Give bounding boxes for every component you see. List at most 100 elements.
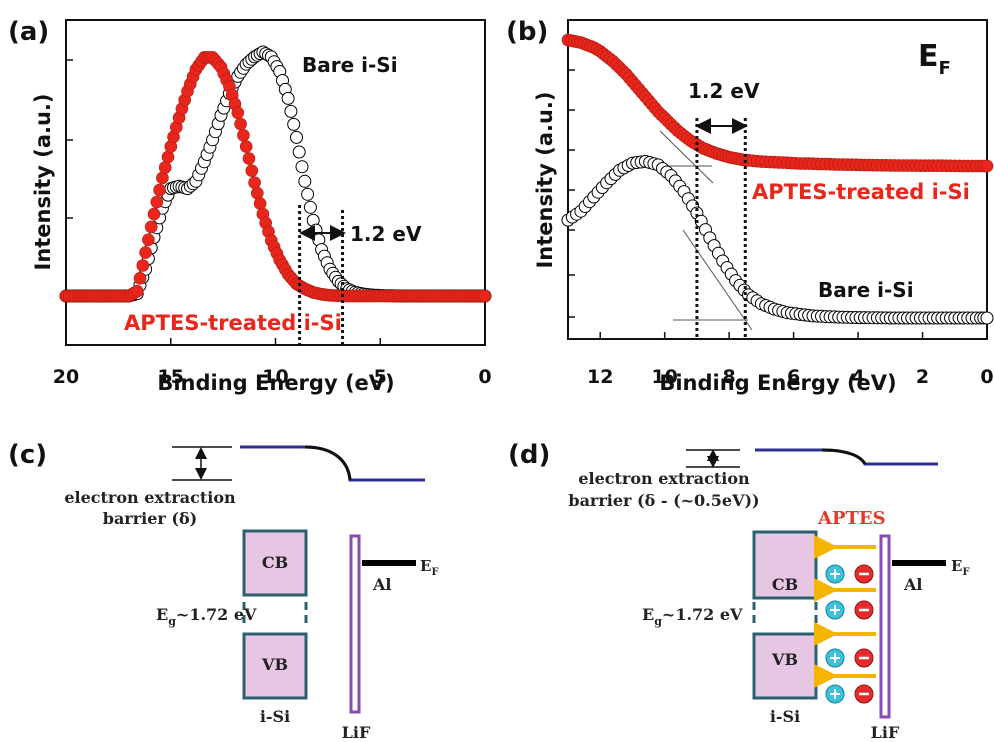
panel-b-ylabel: Intensity (a.u.): [533, 91, 557, 268]
panel-b-tangent-black: [682, 229, 753, 331]
x-tick-label: 0: [478, 366, 491, 388]
panel-c-band-bend: [304, 445, 352, 481]
x-tick-label: 12: [587, 366, 613, 388]
data-point: [250, 186, 264, 200]
data-point: [237, 129, 250, 142]
x-tick-label: 8: [723, 366, 736, 388]
panel-a-letter: (a): [8, 17, 49, 47]
data-point: [284, 104, 298, 118]
panel-d-band-bend: [821, 448, 867, 465]
panel-d-letter: (d): [508, 440, 550, 470]
data-point: [239, 140, 253, 153]
data-point: [245, 164, 259, 177]
panel-b-aptes-label: APTES-treated i-Si: [752, 180, 970, 204]
panel-b-bare-label: Bare i-Si: [818, 278, 914, 302]
panel-a-x-ticks: 20 15 10 5 0: [53, 338, 492, 388]
panel-d-al-label: Al: [903, 575, 923, 594]
panel-b-chart: 12 10 8 6 4 2 0 1.2 eV EF APTES-treated i-Si B…: [533, 19, 994, 395]
data-point: [153, 183, 166, 197]
panel-d-aptes-label: APTES: [817, 508, 886, 529]
panel-a-gap-label: 1.2 eV: [350, 222, 422, 246]
panel-d-lif-label: LiF: [871, 723, 900, 742]
data-point: [139, 246, 152, 259]
panel-d-lif-layer: [879, 534, 891, 719]
data-point: [980, 311, 994, 325]
series-aptes-treated-i-si: [59, 51, 492, 303]
panel-d-charges: [825, 564, 874, 704]
panel-d-dipole-arrows: [814, 535, 876, 688]
data-point: [133, 271, 147, 285]
data-point: [298, 174, 312, 188]
panel-a-series: [59, 45, 492, 303]
panel-c-barrier-text-1: electron extraction: [64, 488, 236, 507]
data-point: [150, 195, 164, 209]
data-point: [295, 160, 309, 174]
panel-a-y-ticks: [66, 59, 73, 219]
panel-b-frame: [567, 19, 988, 340]
data-point: [147, 207, 161, 221]
data-point: [130, 284, 144, 298]
panel-b-series: [561, 33, 994, 325]
data-point: [161, 150, 175, 164]
panel-c-ef-label: EF: [420, 557, 439, 578]
panel-c-diagram: (c) electron extraction barrier (δ) CB V…: [8, 440, 439, 742]
panel-c-vb-label: VB: [261, 655, 288, 674]
panel-d-eg-label: Eg~1.72 eV: [642, 605, 743, 628]
x-tick-label: 2: [916, 366, 929, 388]
panel-a-chart: 20 15 10 5 0 1.2 eV Bare i-Si APTES-treated …: [31, 19, 492, 395]
panel-b-y-ticks: [568, 69, 575, 318]
data-point: [231, 106, 245, 120]
series-bare-i-si: [561, 154, 994, 325]
x-tick-label: 5: [374, 366, 387, 388]
panel-c-isi-label: i-Si: [260, 707, 290, 726]
panel-d-vb-label: VB: [771, 650, 798, 669]
x-tick-label: 10: [262, 366, 288, 388]
panel-a-aptes-label: APTES-treated i-Si: [124, 311, 342, 335]
panel-d-barrier-text-2: barrier (δ - (~0.5eV)): [568, 491, 759, 510]
data-point: [253, 197, 267, 210]
x-tick-label: 0: [980, 366, 993, 388]
panel-b-tangent-red: [659, 130, 714, 184]
data-point: [136, 259, 150, 272]
panel-c-lif-layer: [349, 534, 361, 714]
panel-d-ef-label: EF: [951, 557, 970, 578]
data-point: [478, 289, 492, 303]
data-point: [234, 117, 247, 131]
panel-b-x-ticks: 12 10 8 6 4 2 0: [587, 332, 994, 388]
data-point: [248, 176, 261, 189]
data-point: [287, 117, 301, 131]
x-tick-label: 15: [158, 366, 184, 388]
panel-b-xlabel: Binding Energy (eV): [659, 371, 896, 395]
panel-a-bare-label: Bare i-Si: [302, 53, 398, 77]
panel-b-gap-label: 1.2 eV: [688, 79, 760, 103]
data-point: [242, 152, 256, 165]
data-point: [158, 161, 172, 174]
series-aptes-treated-i-si: [561, 33, 994, 173]
panel-d-cb-box: [752, 530, 818, 600]
x-tick-label: 10: [651, 366, 677, 388]
data-point: [980, 159, 994, 173]
panel-a-ylabel: Intensity (a.u.): [31, 93, 55, 270]
data-point: [156, 171, 169, 185]
panel-c-al-label: Al: [372, 575, 392, 594]
panel-c-lif-label: LiF: [342, 723, 371, 742]
x-tick-label: 4: [851, 366, 864, 388]
data-point: [290, 130, 303, 144]
data-point: [303, 200, 317, 214]
x-tick-label: 20: [53, 366, 79, 388]
data-point: [142, 233, 155, 247]
panel-d-barrier-text-1: electron extraction: [578, 469, 750, 488]
panel-c-barrier-text-2: barrier (δ): [103, 509, 197, 528]
data-point: [292, 145, 306, 159]
panel-d-cb-label: CB: [772, 575, 798, 594]
panel-b-letter: (b): [506, 17, 548, 47]
data-point: [301, 187, 315, 201]
panel-c-cb-box: [242, 529, 308, 597]
panel-c-letter: (c): [8, 440, 47, 470]
panel-d-diagram: (d) electron extraction barrier (δ - (~0…: [508, 440, 970, 742]
panel-d-isi-label: i-Si: [770, 707, 800, 726]
data-point: [281, 91, 295, 105]
panel-c-vb-box: [242, 632, 308, 700]
panel-c-cb-label: CB: [262, 553, 288, 572]
